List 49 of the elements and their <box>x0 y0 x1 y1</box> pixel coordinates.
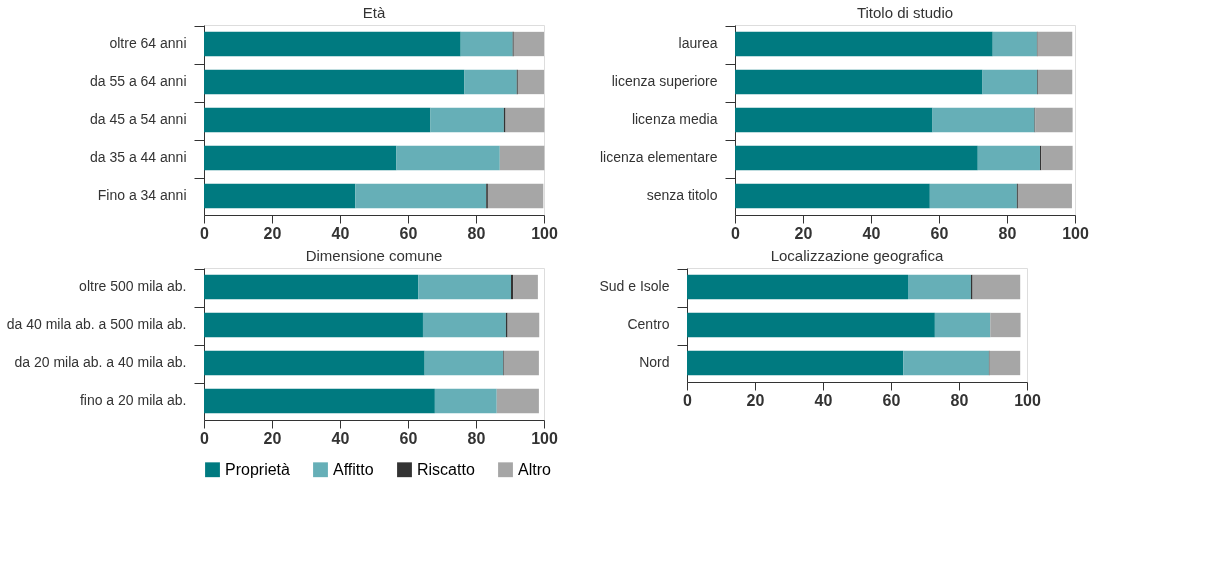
x-tick-label: 60 <box>399 429 418 447</box>
chart-title: Titolo di studio <box>856 4 954 21</box>
y-tick-label: da 40 mila ab. a 500 mila ab. <box>6 316 187 332</box>
x-tick-label: 0 <box>731 224 741 242</box>
y-tick-label: da 55 a 64 anni <box>89 73 187 89</box>
y-tick-label: Nord <box>639 354 670 370</box>
x-tick-label: 40 <box>331 429 350 447</box>
y-tick-label: Sud e Isole <box>599 278 670 294</box>
legend-label: Altro <box>518 460 551 478</box>
legend-label: Riscatto <box>417 460 475 478</box>
y-tick-label: Centro <box>627 316 670 332</box>
y-tick-label: senza titolo <box>646 187 718 203</box>
x-tick-label: 80 <box>998 224 1017 242</box>
y-tick-label: licenza media <box>631 111 718 127</box>
y-tick-label: oltre 500 mila ab. <box>79 278 187 294</box>
x-tick-label: 60 <box>399 224 418 242</box>
x-tick-label: 0 <box>200 429 210 447</box>
y-tick-label: Fino a 34 anni <box>97 187 187 203</box>
y-tick-label: da 20 mila ab. a 40 mila ab. <box>14 354 187 370</box>
x-tick-label: 80 <box>950 391 969 409</box>
y-tick-label: oltre 64 anni <box>109 35 187 51</box>
y-tick-label: laurea <box>678 35 718 51</box>
chart-title: Dimensione comune <box>305 247 443 264</box>
y-tick-label: licenza elementare <box>599 149 718 165</box>
x-tick-label: 100 <box>531 224 558 242</box>
x-tick-label: 0 <box>683 391 693 409</box>
x-tick-label: 0 <box>200 224 210 242</box>
y-tick-label: licenza superiore <box>611 73 718 89</box>
legend-label: Proprietà <box>225 460 291 478</box>
x-tick-label: 60 <box>930 224 949 242</box>
y-tick-label: da 35 a 44 anni <box>89 149 187 165</box>
x-tick-label: 40 <box>862 224 881 242</box>
x-tick-label: 100 <box>1062 224 1089 242</box>
x-tick-label: 100 <box>531 429 558 447</box>
x-tick-label: 40 <box>814 391 833 409</box>
x-tick-label: 40 <box>331 224 350 242</box>
chart-title: Età <box>362 4 386 21</box>
x-tick-label: 80 <box>467 429 486 447</box>
x-tick-label: 60 <box>882 391 901 409</box>
x-tick-label: 20 <box>263 224 282 242</box>
y-tick-label: fino a 20 mila ab. <box>79 392 187 408</box>
x-tick-label: 100 <box>1014 391 1041 409</box>
x-tick-label: 20 <box>746 391 765 409</box>
x-tick-label: 80 <box>467 224 486 242</box>
legend-label: Affitto <box>333 460 374 478</box>
x-tick-label: 20 <box>263 429 282 447</box>
chart-title: Localizzazione geografica <box>770 247 944 264</box>
x-tick-label: 20 <box>794 224 813 242</box>
y-tick-label: da 45 a 54 anni <box>89 111 187 127</box>
